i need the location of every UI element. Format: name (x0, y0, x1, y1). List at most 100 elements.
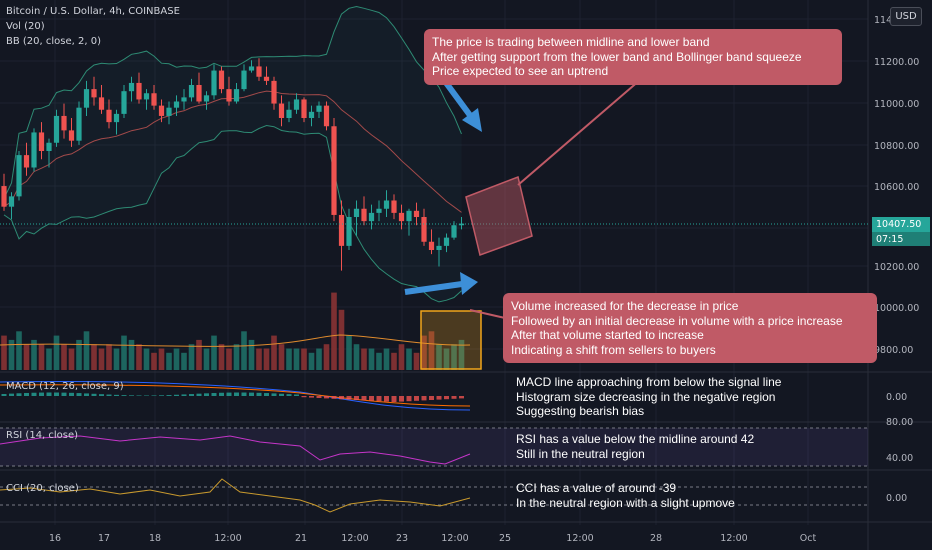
volume-bar (323, 344, 330, 370)
time-axis-label: 12:00 (441, 533, 468, 544)
note-rsi[interactable]: RSI has a value below the midline around… (516, 432, 754, 461)
price-axis-label: 11000.00 (874, 99, 919, 110)
macd-histogram-bar (241, 392, 247, 396)
volume-bar (398, 344, 405, 370)
candle-body (383, 200, 390, 209)
macd-histogram-bar (76, 393, 82, 396)
macd-histogram-bar (99, 394, 104, 396)
macd-axis-label: 0.00 (886, 392, 907, 403)
note-macd[interactable]: MACD line approaching from below the sig… (516, 375, 781, 419)
macd-histogram-bar (121, 395, 127, 396)
macd-histogram-bar (256, 392, 262, 396)
callout-volume-line-3: After that volume started to increase (511, 328, 704, 342)
volume-bar (1, 335, 7, 370)
candle-body (173, 101, 180, 108)
candle-body (458, 223, 465, 226)
time-axis-label: 28 (650, 533, 662, 544)
volume-bar (151, 352, 157, 370)
candle-body (136, 82, 142, 100)
volume-bar (458, 339, 465, 370)
main-legend: Bitcoin / U.S. Dollar, 4h, COINBASE (6, 6, 180, 17)
candle-body (98, 97, 105, 110)
candle-body (323, 105, 330, 127)
volume-bar (91, 344, 97, 370)
macd-histogram-bar (421, 396, 427, 401)
note-cci[interactable]: CCI has a value of around -39 In the neu… (516, 481, 735, 510)
macd-histogram-bar (16, 393, 22, 396)
arrow-down-shaft (441, 78, 475, 120)
price-axis-label: 10800.00 (874, 141, 919, 152)
time-axis-label: 12:00 (341, 533, 368, 544)
macd-histogram-bar (316, 396, 322, 398)
volume-bar (83, 331, 90, 370)
candle-body (391, 200, 397, 213)
time-axis-label: Oct (800, 533, 817, 544)
macd-histogram-bar (159, 395, 164, 396)
volume-bar (166, 352, 172, 370)
volume-bar (428, 331, 435, 370)
volume-bar (443, 348, 450, 370)
macd-histogram-bar (286, 394, 292, 396)
callout-bollinger[interactable]: The price is trading between midline and… (424, 29, 842, 85)
candle-body (376, 208, 382, 213)
volume-bar (16, 331, 22, 370)
volume-bar (293, 348, 300, 370)
volume-bar (263, 348, 270, 370)
price-axis-label: 10200.00 (874, 262, 919, 273)
volume-bar (106, 344, 112, 370)
note-rsi-line-1: RSI has a value below the midline around… (516, 432, 755, 446)
callout-volume[interactable]: Volume increased for the decrease in pri… (503, 293, 877, 363)
candle-body (368, 212, 375, 222)
volume-bar (76, 339, 82, 370)
candle-body (331, 126, 337, 215)
macd-legend: MACD (12, 26, close, 9) (6, 381, 124, 392)
volume-bar (301, 348, 307, 370)
volume-bar (38, 344, 45, 370)
macd-histogram-bar (346, 396, 352, 400)
candle-body (398, 212, 405, 222)
bb-legend: BB (20, close, 2, 0) (6, 36, 101, 47)
candle-body (38, 132, 45, 151)
candle-body (188, 85, 195, 98)
macd-histogram-bar (219, 392, 224, 396)
volume-bar (361, 348, 367, 370)
candle-body (256, 66, 262, 77)
macd-histogram-bar (271, 393, 277, 396)
volume-bar (353, 344, 360, 370)
volume-bar (211, 335, 217, 370)
candle-body (361, 208, 367, 222)
callout-bollinger-line-3: Price expected to see an uptrend (432, 64, 609, 78)
macd-line (0, 380, 471, 411)
bb-fill (4, 6, 462, 302)
macd-histogram-bar (451, 396, 457, 399)
candle-body (113, 113, 120, 123)
candle-body (61, 115, 67, 131)
candle-body (128, 82, 135, 92)
macd-histogram-bar (69, 392, 74, 396)
volume-bar (316, 348, 322, 370)
macd-histogram-bar (211, 393, 217, 396)
volume-bar (98, 348, 105, 370)
time-axis-label: 12:00 (566, 533, 593, 544)
arrow-right-shaft (404, 281, 463, 295)
candle-body (181, 97, 187, 102)
callout-volume-line-1: Volume increased for the decrease in pri… (511, 299, 739, 313)
volume-bar (136, 344, 142, 370)
volume-highlight-box (420, 310, 482, 370)
currency-button[interactable]: USD (890, 7, 922, 26)
volume-bar (233, 344, 240, 370)
macd-histogram-bar (444, 396, 449, 400)
candle-body (413, 210, 420, 217)
volume-bar (391, 352, 397, 370)
macd-histogram-bar (294, 394, 299, 396)
macd-histogram-bar (384, 396, 389, 402)
time-axis-label: 12:00 (720, 533, 747, 544)
macd-histogram-bar (31, 392, 37, 396)
macd-histogram-bar (459, 396, 464, 399)
macd-histogram-bar (144, 395, 149, 396)
macd-histogram-bar (1, 394, 7, 396)
volume-bar (8, 339, 15, 370)
volume-bar (406, 348, 412, 370)
volume-bar (241, 331, 247, 370)
